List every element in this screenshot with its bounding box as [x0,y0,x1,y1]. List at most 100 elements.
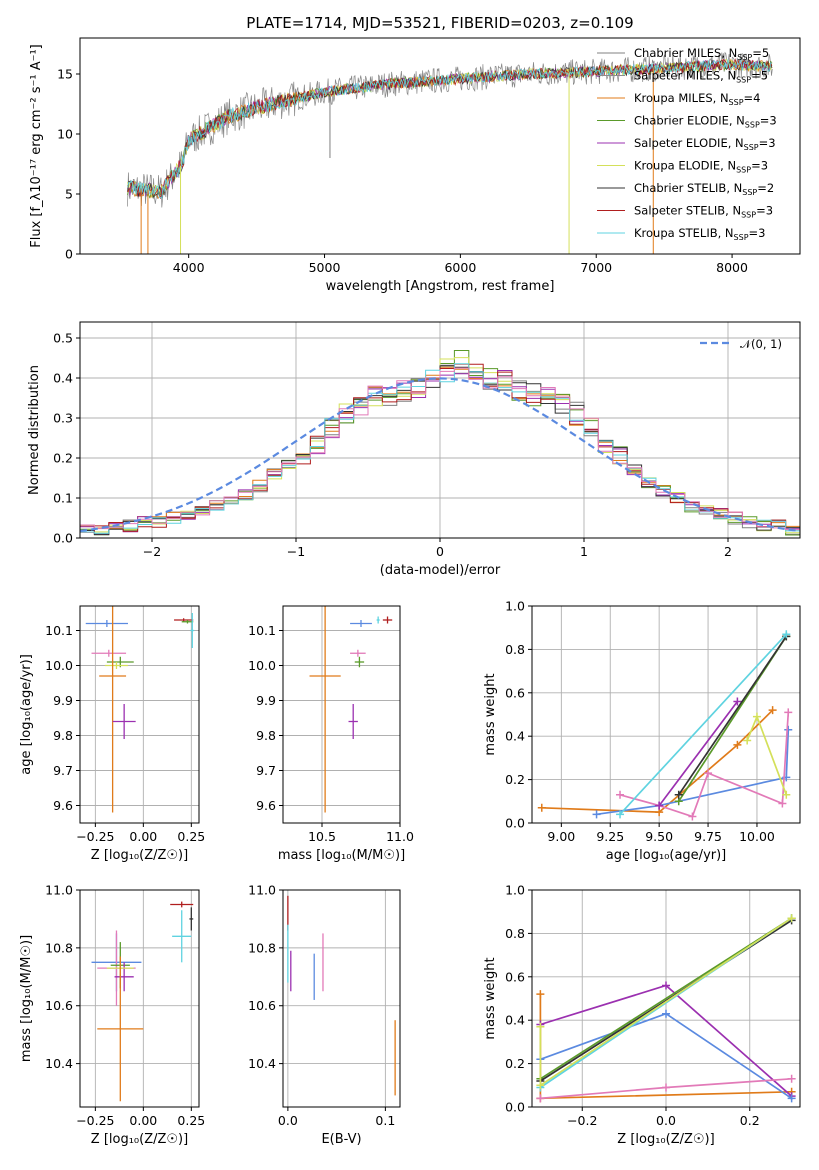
legend-subscript: SSP [745,121,760,130]
weight_vs_age-frame [531,605,801,824]
x-tick-label: 0.25 [177,1113,205,1128]
y-tick-label: 10.0 [248,658,276,673]
weight-point-marker [662,1083,670,1092]
weight-series-line [541,709,774,813]
x-tick-label: −0.2 [567,1113,597,1128]
weight-point-marker [784,725,793,734]
x-tick-label: 1 [580,544,588,559]
x-tick-label: 2 [724,544,732,559]
weight-point-marker [778,799,787,808]
x-tick-label: 0.25 [177,829,205,844]
x-axis-label: (data-model)/error [380,563,501,578]
weight-point-marker [752,712,761,721]
y-axis-label: age [log₁₀(age/yr)] [19,654,34,775]
y-tick-label: 0.0 [505,1100,525,1115]
y-tick-label: 10.0 [45,658,73,673]
legend-suffix: =3 [756,204,773,218]
x-axis-label: Z [log₁₀(Z/Z☉)] [91,848,188,863]
errorbar-point [189,907,194,931]
y-tick-label: 0.2 [505,772,525,787]
y-tick-label: 0.8 [505,642,525,657]
mass_vs_Z-plot-area [91,901,194,1102]
y-tick-label: 9.7 [53,763,73,778]
weight-point-marker [592,810,601,819]
legend-label: Kroupa STELIB, NSSP=3 [634,226,765,242]
legend-label: Chabrier MILES, NSSP=5 [634,46,769,62]
y-tick-label: 0.4 [505,729,525,744]
y-tick-label: 9.7 [256,763,276,778]
y-tick-label: 0 [65,247,73,262]
weight-point-marker [743,736,752,745]
legend-label: Chabrier ELODIE, NSSP=3 [634,114,777,130]
weight-point-marker [782,630,791,639]
age_vs_mass-frame [282,605,401,824]
y-tick-label: 10.6 [45,998,73,1013]
residuals-legend: 𝒩(0, 1) [700,337,782,351]
x-tick-label: 6000 [444,260,476,275]
x-tick-label: 0.00 [129,829,157,844]
y-tick-label: 0.2 [505,1056,525,1071]
legend-text: Kroupa ELODIE, N [634,159,736,173]
weight_vs_age-axes: 9.00 9.25 9.50 9.75 10.00 0.0 0.2 0.4 0.6 0.8 1.0 a… [483,599,800,863]
spectrum-line [127,58,773,199]
weight-point-marker [662,981,670,990]
legend-subscript: SSP [742,188,757,197]
y-tick-label: 0.4 [505,1013,525,1028]
spectrum-plot-area [127,51,773,254]
spectrum-axes: 4000 5000 6000 7000 8000 0 5 10 15 wavelength [An… [29,44,773,294]
legend-text: Chabrier MILES, N [634,46,737,60]
y-tick-label: 0.2 [53,451,73,466]
legend-subscript: SSP [741,211,756,220]
weight-point-marker [782,790,791,799]
x-tick-label: 4000 [173,260,205,275]
errorbar-point [181,620,194,624]
weight-series-line [619,633,787,815]
weight-series-line [596,729,790,816]
y-tick-label: 10.6 [248,998,276,1013]
weight-point-marker [536,1022,545,1031]
weight-series-line [658,700,739,807]
y-tick-label: 10.8 [45,940,73,955]
legend-suffix: =5 [752,46,769,60]
x-tick-label: 10.5 [308,829,336,844]
mass_vs_Z-axes: −0.25 0.00 0.25 10.4 10.6 10.8 11.0 Z [log₁₀(Z/… [19,883,205,1148]
errorbar-point [99,606,127,813]
x-tick-label: 7000 [580,260,612,275]
x-axis-label: Z [log₁₀(Z/Z☉)] [91,1132,188,1147]
x-tick-label: 9.25 [596,829,624,844]
weight-point-marker [768,706,777,715]
errorbar-point [350,649,366,657]
weight-point-marker [688,812,697,821]
y-tick-label: 10.8 [248,940,276,955]
y-axis-label: Normed distribution [27,365,42,495]
legend-text: Chabrier STELIB, N [634,181,742,195]
y-tick-label: 0.1 [53,491,73,506]
x-tick-label: 0.2 [740,1113,760,1128]
legend-subscript: SSP [736,76,751,85]
y-tick-label: 10.4 [248,1056,276,1071]
residuals-axes: −2 −1 0 1 2 0.0 0.1 0.2 0.3 0.4 0.5 (data-model)/er… [27,322,800,578]
weight-point-marker [733,697,742,706]
y-tick-label: 10.4 [45,1056,73,1071]
figure-title: PLATE=1714, MJD=53521, FIBERID=0203, z=0… [246,14,633,32]
legend-text: Salpeter STELIB, N [634,204,741,218]
x-tick-label: −2 [143,544,161,559]
errorbar-point [97,956,144,1102]
weight-point-marker [733,740,742,749]
legend-label: Salpeter STELIB, NSSP=3 [634,204,773,220]
weight-series-line [619,712,790,818]
legend-suffix: =3 [759,136,776,150]
errorbar-point [91,649,127,657]
y-tick-label: 1.0 [505,599,525,614]
age_vs_Z-frame [79,605,200,824]
x-tick-label: 9.75 [694,829,722,844]
x-tick-label: 9.50 [645,829,673,844]
y-axis-label: mass [log₁₀(M/M☉)] [19,935,34,1062]
errorbar-point [348,704,358,739]
y-axis-label: mass weight [483,673,498,755]
weight-point-marker [616,790,625,799]
x-axis-label: E(B-V) [321,1132,361,1147]
x-tick-label: −0.25 [76,829,114,844]
